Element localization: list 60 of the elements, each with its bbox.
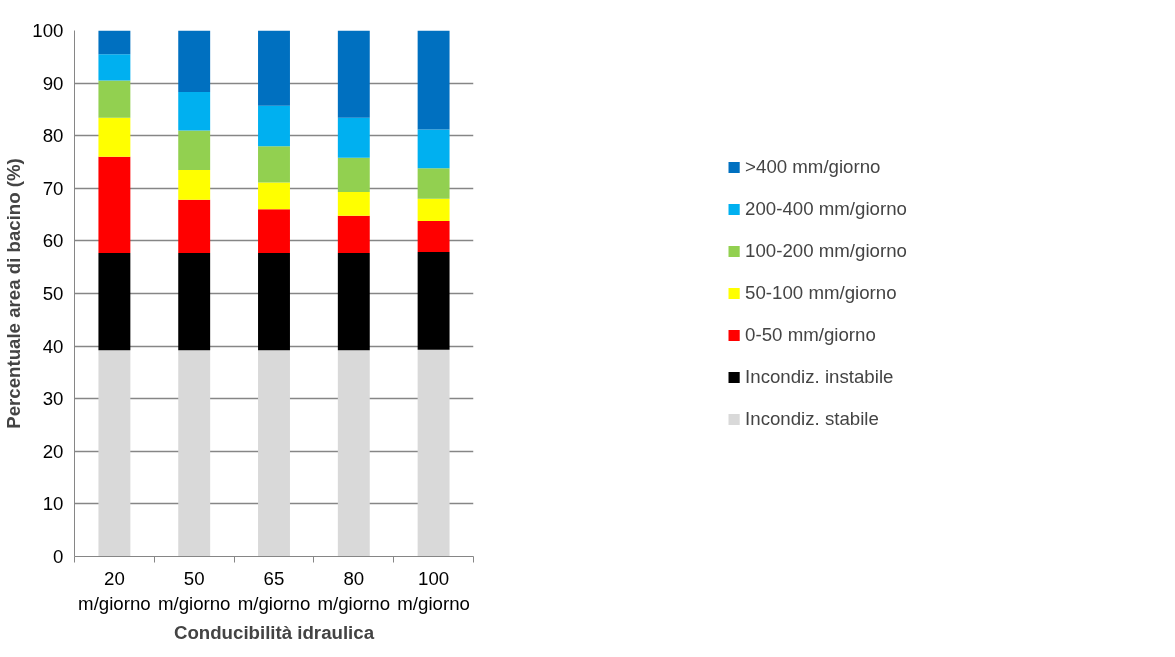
bar	[178, 350, 211, 557]
x-axis-title: Conducibilità idraulica	[173, 621, 375, 643]
x-tick-label: 50 m/giorno	[157, 567, 231, 614]
legend-label: Incondiz. stabile	[745, 408, 879, 430]
legend-label: 50-100 mm/giorno	[745, 282, 897, 304]
bar	[337, 350, 370, 557]
bar	[98, 253, 131, 351]
x-tick-label: 80 m/giorno	[317, 567, 391, 614]
bar	[178, 92, 211, 131]
y-tick-label: 90	[42, 72, 64, 94]
y-tick-label: 100	[32, 20, 64, 41]
y-tick-label: 50	[42, 283, 64, 304]
legend-label: 100-200 mm/giorno	[745, 240, 907, 262]
bar	[258, 105, 290, 147]
bar	[178, 130, 211, 170]
bar	[337, 215, 370, 253]
bar	[417, 220, 450, 252]
bar	[417, 129, 450, 169]
bar	[178, 30, 211, 93]
bar	[417, 168, 450, 199]
bar	[178, 199, 211, 253]
legend-label: 200-400 mm/giorno	[745, 198, 907, 220]
bar	[258, 253, 290, 351]
legend-label: >400 mm/giorno	[745, 156, 881, 178]
y-tick-label: 30	[42, 388, 64, 410]
y-tick-label: 10	[42, 493, 64, 515]
y-tick-label: 70	[42, 177, 64, 199]
bar	[258, 209, 290, 253]
bar	[178, 253, 211, 351]
y-axis-title: Percentuale area di bacino (%)	[3, 158, 25, 429]
y-tick-label: 20	[42, 440, 64, 462]
bar	[417, 198, 450, 221]
bar	[337, 253, 370, 351]
y-tick-label: 40	[42, 335, 64, 357]
bar	[98, 156, 131, 253]
bar	[258, 146, 290, 183]
bar	[98, 350, 131, 557]
bar	[337, 157, 370, 192]
bar	[258, 182, 290, 210]
bar	[258, 350, 290, 557]
y-tick-label: 60	[42, 230, 64, 252]
bar	[417, 30, 450, 130]
x-tick-label: 20 m/giorno	[78, 567, 151, 614]
bar	[98, 54, 131, 81]
bar	[178, 169, 211, 200]
y-tick-label: 0	[53, 546, 64, 567]
bar	[417, 251, 450, 350]
bar	[98, 117, 131, 157]
y-tick-label: 80	[42, 125, 64, 147]
x-tick-label: 100 m/giorno	[397, 567, 470, 614]
bar	[98, 80, 131, 118]
bar	[337, 30, 370, 118]
bar	[337, 191, 370, 216]
bar	[258, 30, 290, 106]
x-tick-label: 65 m/giorno	[237, 567, 311, 614]
bar	[98, 30, 131, 55]
bar	[417, 349, 450, 557]
legend-label: Incondiz. instabile	[745, 366, 894, 388]
bar	[337, 117, 370, 158]
legend-label: 0-50 mm/giorno	[745, 324, 876, 346]
